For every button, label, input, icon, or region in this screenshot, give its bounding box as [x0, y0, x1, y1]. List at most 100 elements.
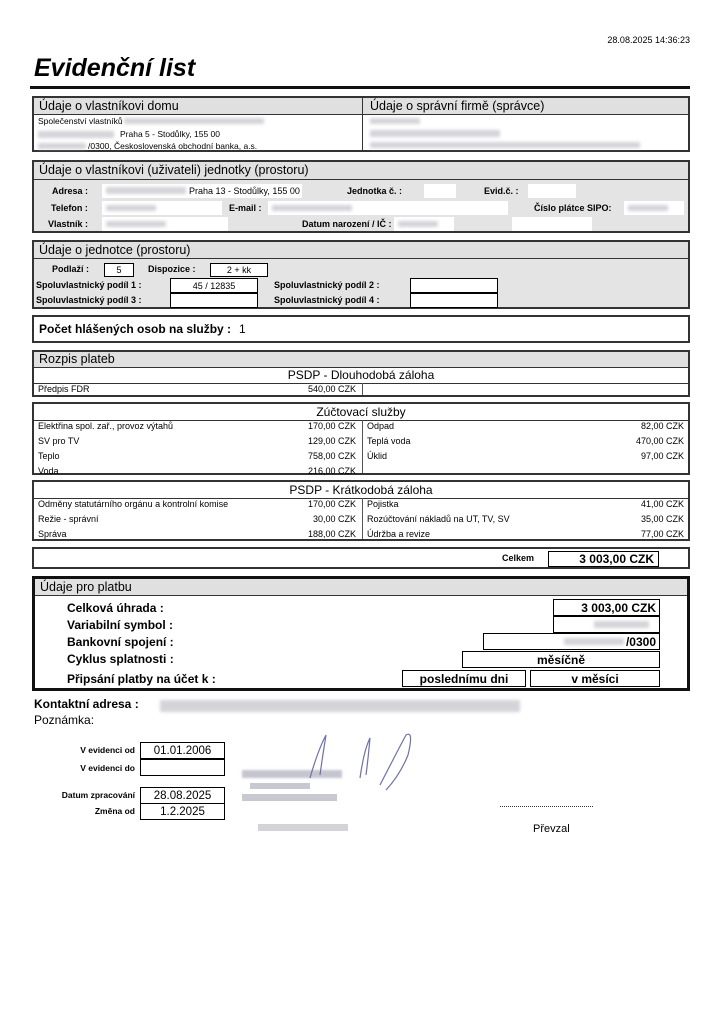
payment-value: 77,00 CZK: [640, 529, 684, 539]
payment-value: 470,00 CZK: [635, 436, 684, 446]
payment-value: 170,00 CZK: [307, 421, 356, 431]
persons-section: Počet hlášených osob na služby : 1: [32, 315, 690, 343]
owner-house-header: Údaje o vlastníkovi domu: [39, 99, 179, 113]
share1-label: Spoluvlastnický podíl 1 :: [36, 280, 142, 290]
email-label: E-mail :: [229, 203, 262, 213]
payments-short-term: PSDP - Krátkodobá záloha Odměny statutár…: [32, 480, 690, 541]
to-value: [140, 759, 225, 776]
payments-total-row: Celkem 3 003,00 CZK: [32, 547, 690, 569]
payment-row: Odpad 82,00 CZK: [363, 419, 688, 434]
persons-label: Počet hlášených osob na služby :: [39, 322, 232, 336]
share2-value: [410, 278, 498, 293]
payment-row: Údržba a revize 77,00 CZK: [363, 527, 688, 542]
redacted: [398, 221, 438, 227]
payment-row: Pojistka 41,00 CZK: [363, 497, 688, 512]
share2-label: Spoluvlastnický podíl 2 :: [274, 280, 380, 290]
payment-label: Režie - správní: [38, 514, 99, 524]
contact-label: Kontaktní adresa :: [34, 697, 139, 711]
redacted: [370, 142, 640, 148]
payment-value: 129,00 CZK: [307, 436, 356, 446]
redacted: [106, 221, 166, 227]
payment-label: Úklid: [367, 451, 388, 461]
from-value: 01.01.2006: [140, 742, 225, 759]
owner-manager-section: Údaje o vlastníkovi domu Údaje o správní…: [32, 96, 690, 152]
payment-label: Teplá voda: [367, 436, 411, 446]
payment-row: Úklid 97,00 CZK: [363, 449, 688, 464]
credit-label: Připsání platby na účet k :: [67, 672, 216, 686]
share4-label: Spoluvlastnický podíl 4 :: [274, 295, 380, 305]
layout-label: Dispozice :: [148, 264, 196, 274]
payment-row: Odměny statutárního orgánu a kontrolní k…: [34, 497, 360, 512]
payment-value: 758,00 CZK: [307, 451, 356, 461]
to-label: V evidenci do: [80, 763, 135, 773]
sipo-label: Číslo plátce SIPO:: [534, 203, 612, 213]
owner-house-line1: Společenství vlastníků: [38, 116, 123, 126]
change-label: Změna od: [94, 806, 135, 816]
persons-value: 1: [239, 322, 246, 336]
pay-total-value: 3 003,00 CZK: [553, 599, 660, 616]
payment-row: Teplo 758,00 CZK: [34, 449, 360, 464]
payment-row: SV pro TV 129,00 CZK: [34, 434, 360, 449]
payments-long-term: Rozpis plateb PSDP - Dlouhodobá záloha P…: [32, 350, 690, 397]
share4-value: [410, 293, 498, 308]
vs-label: Variabilní symbol :: [67, 618, 174, 632]
redacted: [124, 118, 264, 124]
manager-header: Údaje o správní firmě (správce): [370, 99, 545, 113]
received-label: Převzal: [533, 823, 570, 835]
phone-label: Telefon :: [51, 203, 88, 213]
unit-owner-section: Údaje o vlastníkovi (uživateli) jednotky…: [32, 160, 690, 233]
payment-row: Elektřina spol. zař., provoz výtahů 170,0…: [34, 419, 360, 434]
signature-line: [500, 806, 593, 807]
payment-label: Pojistka: [367, 499, 399, 509]
redacted: [106, 187, 186, 194]
floor-label: Podlaží :: [52, 264, 90, 274]
evid-label: Evid.č. :: [484, 186, 519, 196]
credit-period-value: v měsíci: [530, 670, 660, 687]
payment-row: Voda 216,00 CZK: [34, 464, 360, 479]
vs-value: [553, 616, 660, 633]
unit-header: Údaje o jednotce (prostoru): [34, 242, 688, 259]
payment-row: Režie - správní 30,00 CZK: [34, 512, 360, 527]
payment-label: SV pro TV: [38, 436, 80, 446]
total-value: 3 003,00 CZK: [548, 551, 659, 567]
redacted-contact: [160, 700, 520, 712]
page-title: Evidenční list: [34, 54, 196, 82]
payments-services: Zúčtovací služby Elektřina spol. zař., p…: [32, 402, 690, 476]
unit-no-label: Jednotka č. :: [347, 186, 403, 196]
payment-label: Odpad: [367, 421, 395, 431]
payment-value: 41,00 CZK: [640, 499, 684, 509]
payment-value: 216,00 CZK: [307, 466, 356, 476]
payment-value: 35,00 CZK: [640, 514, 684, 524]
signature-stamp: [242, 733, 412, 831]
address-label: Adresa :: [52, 186, 89, 196]
from-label: V evidenci od: [80, 745, 135, 755]
share3-label: Spoluvlastnický podíl 3 :: [36, 295, 142, 305]
redacted: [106, 205, 156, 211]
cycle-value: měsíčně: [462, 651, 660, 668]
payment-label: Údržba a revize: [367, 529, 431, 539]
owner-house-line3: /0300, Československá obchodní banka, a.…: [88, 141, 258, 151]
payment-value: 97,00 CZK: [640, 451, 684, 461]
short-term-title: PSDP - Krátkodobá záloha: [34, 482, 688, 499]
layout-value: 2 + kk: [210, 263, 268, 277]
dob-label: Datum narození / IČ :: [302, 219, 392, 229]
payment-value: 30,00 CZK: [312, 514, 356, 524]
bank-label: Bankovní spojení :: [67, 635, 174, 649]
redacted: [370, 130, 500, 137]
unit-owner-header: Údaje o vlastníkovi (uživateli) jednotky…: [34, 162, 688, 180]
redacted: [38, 143, 86, 149]
pay-total-label: Celková úhrada :: [67, 601, 164, 615]
processed-value: 28.08.2025: [140, 787, 225, 804]
change-value: 1.2.2025: [140, 803, 225, 820]
payment-value: 188,00 CZK: [307, 529, 356, 539]
owner-label: Vlastník :: [48, 219, 89, 229]
payment-row: Předpis FDR 540,00 CZK: [38, 384, 356, 394]
title-rule: [30, 86, 690, 89]
payment-label: Rozúčtování nákladů na UT, TV, SV: [367, 514, 510, 524]
redacted: [272, 205, 352, 211]
long-term-title: PSDP - Dlouhodobá záloha: [34, 368, 688, 384]
address-value: Praha 13 - Stodůlky, 155 00: [189, 186, 300, 196]
unit-section: Údaje o jednotce (prostoru) Podlaží : 5 …: [32, 240, 690, 309]
payment-label: Správa: [38, 529, 67, 539]
